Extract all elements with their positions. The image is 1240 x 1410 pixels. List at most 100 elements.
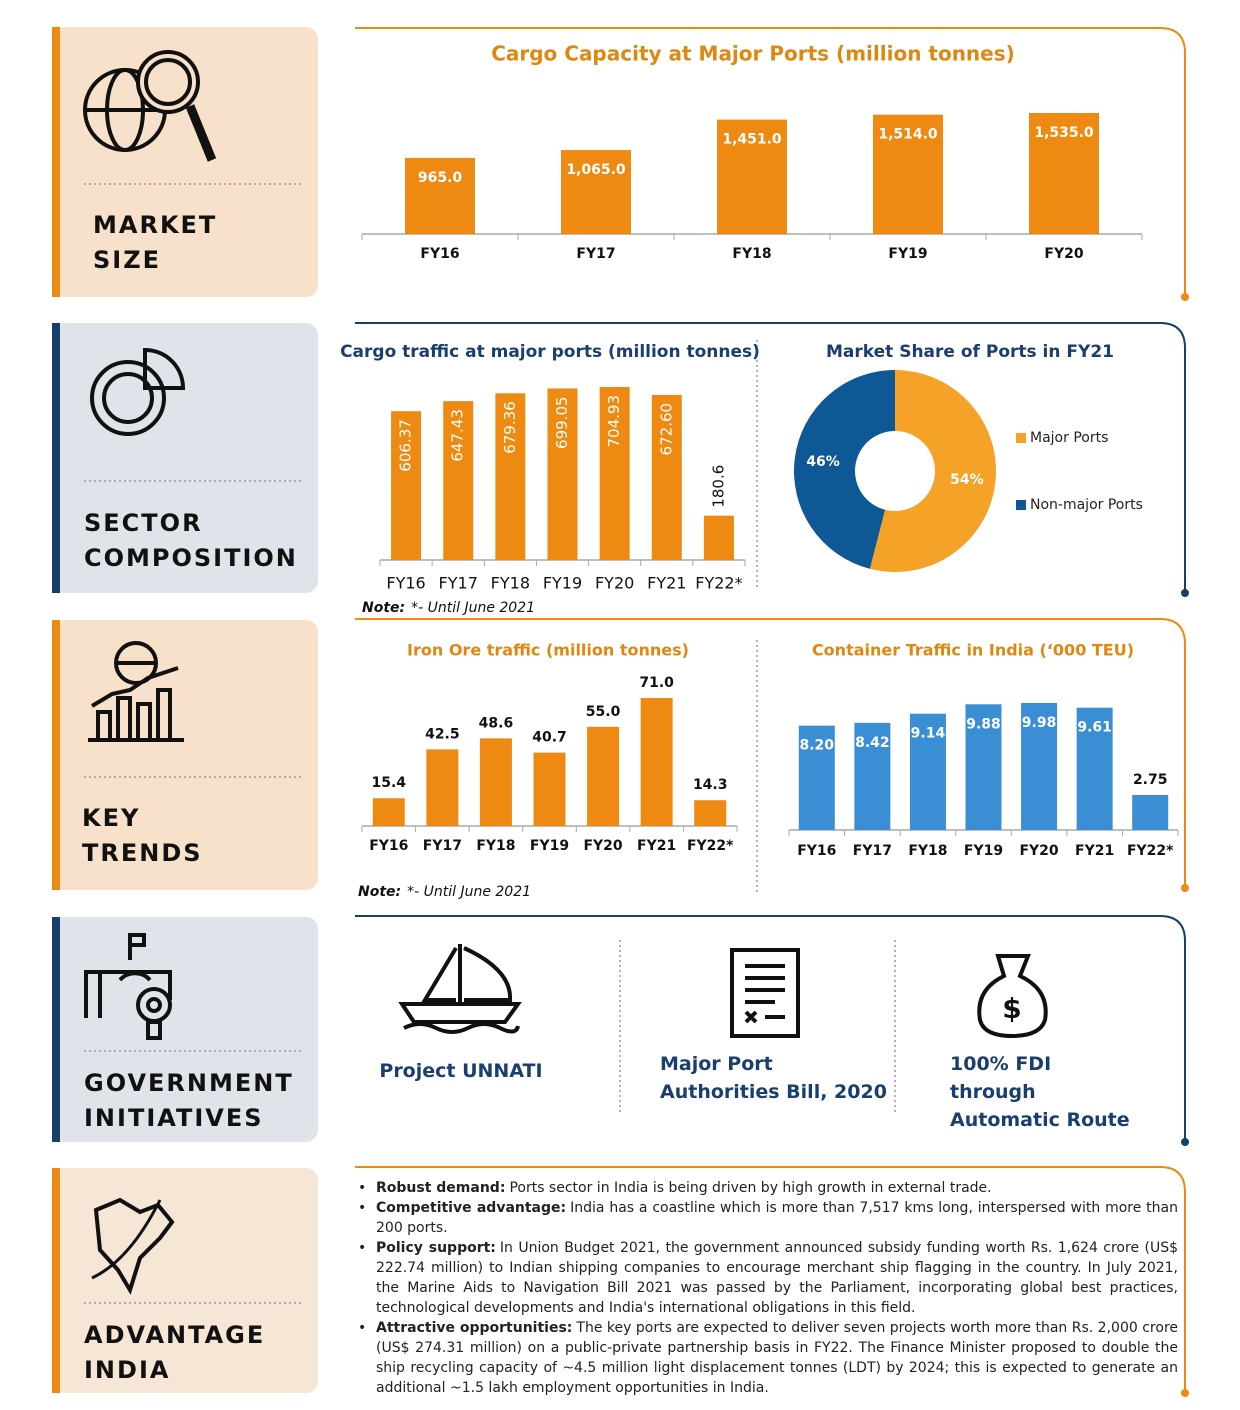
x-tick-label: FY21	[1075, 843, 1114, 859]
initiative-icons	[398, 944, 1048, 1039]
bar	[479, 738, 512, 826]
chart-title: Cargo Capacity at Major Ports (million t…	[491, 42, 1015, 66]
advantage: Policy support:In Union Budget 2021, the…	[358, 1238, 1178, 1318]
legend-swatch	[1016, 500, 1026, 510]
chart-title: Market Share of Ports in FY21	[826, 342, 1114, 362]
x-tick-label: FY16	[797, 843, 836, 859]
value-label: 55.0	[586, 704, 621, 720]
value-label: 40.7	[532, 730, 567, 746]
value-label: 9.61	[1077, 720, 1112, 736]
bar	[426, 749, 459, 826]
advantage: Attractive opportunities:The key ports a…	[358, 1318, 1179, 1398]
x-tick-label: FY16	[386, 574, 425, 593]
x-tick-label: FY21	[637, 838, 676, 854]
legend-label: Major Ports	[1030, 430, 1108, 446]
section-label: MARKET	[93, 211, 217, 239]
bar	[1021, 703, 1058, 830]
section-label: INDIA	[84, 1356, 170, 1384]
x-tick-label: FY19	[888, 246, 927, 262]
bar	[694, 800, 727, 826]
bar	[651, 394, 682, 560]
value-label: 1,065.0	[566, 162, 626, 178]
bar	[1132, 795, 1169, 830]
value-label: 54%	[950, 472, 984, 488]
separators	[84, 183, 302, 1304]
panel-accent	[52, 1168, 60, 1393]
value-label: 180.6	[709, 465, 727, 508]
legend-label: Non-major Ports	[1030, 497, 1143, 513]
value-label: 965.0	[418, 170, 463, 186]
panel	[52, 27, 318, 297]
frame-dots	[1181, 293, 1189, 1397]
x-tick-label: FY20	[595, 574, 634, 593]
bar	[599, 387, 630, 560]
bar	[873, 114, 943, 234]
x-tick-label: FY22*	[687, 838, 734, 854]
note: Note: *- Until June 2021	[358, 884, 531, 900]
value-label: 672.60	[657, 403, 675, 456]
value-label: 606.37	[397, 419, 415, 472]
value-label: 71.0	[639, 675, 674, 691]
donut-slice	[794, 370, 895, 569]
x-tick-label: FY20	[583, 838, 622, 854]
section-label: TRENDS	[82, 839, 203, 867]
advantage-heading: Policy support:	[376, 1240, 496, 1256]
value-label: 9.14	[911, 726, 946, 742]
x-tick-label: FY17	[576, 246, 615, 262]
bar	[854, 722, 891, 830]
bar	[561, 150, 631, 234]
x-tick-label: FY19	[530, 838, 569, 854]
note-text: *- Until June 2021	[407, 884, 531, 900]
value-label: 9.88	[966, 716, 1001, 732]
x-tick-label: FY18	[908, 843, 947, 859]
note-label: Note:	[358, 884, 401, 900]
bar	[587, 726, 620, 826]
note: Note: *- Until June 2021	[362, 600, 535, 616]
value-label: 2.75	[1133, 772, 1168, 788]
value-label: 48.6	[479, 715, 514, 731]
dividers	[619, 340, 896, 1115]
x-tick-label: FY19	[964, 843, 1003, 859]
panel-accent	[52, 27, 60, 297]
x-tick-label: FY18	[476, 838, 515, 854]
value-label: 699.05	[553, 396, 571, 449]
advantage-list: Robust demand:Ports sector in India is b…	[356, 1178, 1178, 1398]
bar	[443, 401, 474, 560]
x-tick-label: FY17	[423, 838, 462, 854]
panel-accent	[52, 917, 60, 1142]
bar	[798, 725, 835, 830]
bar	[372, 798, 405, 826]
panel-accent	[52, 620, 60, 890]
advantage: Competitive advantage:India has a coastl…	[358, 1198, 1178, 1238]
advantage-text: Ports sector in India is being driven by…	[509, 1180, 992, 1196]
x-tick-label: FY16	[369, 838, 408, 854]
section-label: COMPOSITION	[84, 544, 298, 572]
initiative: Project UNNATI	[379, 1060, 543, 1082]
icons	[83, 50, 217, 1295]
value-label: 1,451.0	[722, 132, 782, 148]
x-tick-label: FY20	[1019, 843, 1058, 859]
note-label: Note:	[362, 600, 405, 616]
x-tick-label: FY17	[439, 574, 478, 593]
bar	[703, 515, 734, 560]
value-label: 46%	[806, 454, 840, 470]
bar	[640, 698, 673, 826]
bar	[533, 752, 566, 826]
advantage-text: The key ports are expected to deliver se…	[376, 1320, 1179, 1396]
panel	[52, 620, 318, 890]
panel	[52, 1168, 318, 1393]
x-tick-label: FY18	[732, 246, 771, 262]
initiative: Major Port Authorities Bill, 2020	[660, 1053, 887, 1103]
bar	[495, 393, 526, 560]
value-label: 1,535.0	[1034, 125, 1094, 141]
frames	[355, 27, 1186, 1393]
section-label: KEY	[82, 804, 140, 832]
value-label: 704.93	[605, 395, 623, 448]
chart-title: Iron Ore traffic (million tonnes)	[407, 641, 689, 660]
section-label: SIZE	[93, 246, 161, 274]
panel-accent	[52, 323, 60, 593]
section-label: ADVANTAGE	[84, 1321, 265, 1349]
value-label: 9.98	[1022, 715, 1057, 731]
bar	[1076, 707, 1113, 830]
